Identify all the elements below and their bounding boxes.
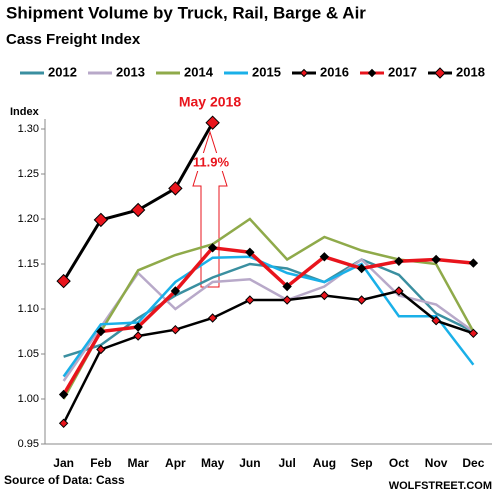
legend-label: 2014 <box>184 64 214 79</box>
annotation: 11.9% <box>193 154 230 169</box>
series-line <box>62 245 474 396</box>
x-tick-label: May <box>201 456 225 470</box>
x-tick-label: Jan <box>53 456 74 470</box>
point <box>58 389 69 400</box>
point <box>431 254 441 265</box>
y-tick-label: 1.10 <box>18 303 39 315</box>
point <box>394 286 404 296</box>
point <box>168 181 183 196</box>
y-tick-label: 1.15 <box>18 258 39 270</box>
point <box>356 295 367 305</box>
point <box>170 324 181 335</box>
point <box>468 258 479 268</box>
point <box>356 263 367 274</box>
point <box>170 286 181 296</box>
legend-label: 2016 <box>320 64 349 79</box>
series-line <box>62 217 475 400</box>
legend-label: 2012 <box>48 64 77 79</box>
x-tick-label: Apr <box>165 456 186 470</box>
legend-label: 2018 <box>456 64 485 79</box>
series-line <box>63 258 474 358</box>
series-line <box>62 255 475 378</box>
series-line <box>62 257 475 382</box>
credit: WOLFSTREET.COM <box>389 480 492 492</box>
x-tick-label: Dec <box>462 456 484 470</box>
chart-subtitle: Cass Freight Index <box>6 31 141 48</box>
annotation: May 2018 <box>179 94 241 110</box>
series-line <box>62 289 474 424</box>
point <box>133 331 143 341</box>
chart-title: Shipment Volume by Truck, Rail, Barge & … <box>6 3 366 22</box>
point <box>207 243 218 253</box>
x-tick-label: Mar <box>127 456 149 470</box>
point <box>133 322 143 332</box>
point <box>282 295 292 305</box>
x-tick-label: Jul <box>278 456 295 470</box>
series-line <box>62 121 214 282</box>
point <box>130 202 146 218</box>
point <box>56 273 71 289</box>
legend-label: 2015 <box>252 64 281 79</box>
point <box>245 295 255 305</box>
legend-label: 2017 <box>388 64 417 79</box>
legend-marker <box>367 68 377 78</box>
x-tick-label: Aug <box>313 456 336 470</box>
y-tick-label: 0.95 <box>18 438 39 450</box>
legend-marker <box>299 68 309 78</box>
point <box>394 256 404 267</box>
point <box>319 290 330 301</box>
x-tick-label: Nov <box>425 456 448 470</box>
y-tick-label: 1.05 <box>18 348 39 360</box>
x-tick-label: Jun <box>239 456 260 470</box>
point <box>319 252 330 262</box>
y-axis-label: Index <box>10 106 40 118</box>
x-tick-label: Feb <box>90 456 111 470</box>
x-tick-label: Oct <box>389 456 409 470</box>
y-tick-label: 1.00 <box>18 393 39 405</box>
point <box>468 328 479 339</box>
point <box>96 326 106 337</box>
point <box>205 115 220 130</box>
x-tick-label: Sep <box>351 456 373 470</box>
point <box>431 315 441 326</box>
legend-marker <box>434 67 446 79</box>
point <box>96 344 106 355</box>
annotation-bg <box>193 153 227 171</box>
legend-label: 2013 <box>116 64 145 79</box>
y-tick-label: 1.30 <box>18 123 39 135</box>
source: Source of Data: Cass <box>4 473 125 487</box>
point <box>58 418 69 429</box>
point <box>245 247 255 258</box>
y-tick-label: 1.20 <box>18 213 39 225</box>
point <box>93 212 109 228</box>
point <box>207 313 218 323</box>
point <box>282 281 292 292</box>
y-tick-label: 1.25 <box>18 168 39 180</box>
